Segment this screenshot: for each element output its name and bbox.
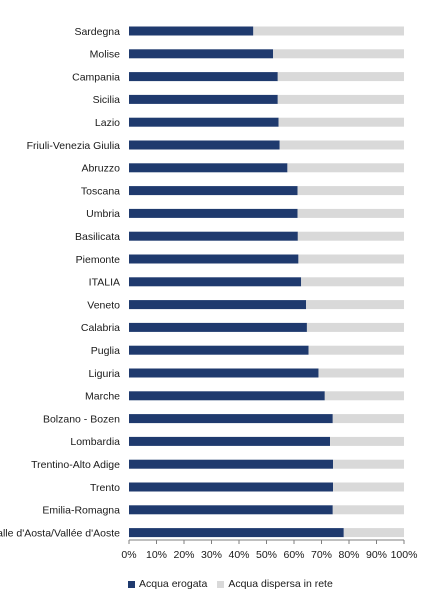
bar-erogata-9 (129, 231, 298, 241)
category-label: Friuli-Venezia Giulia (27, 140, 121, 152)
category-label: Calabria (81, 322, 120, 334)
bar-erogata-8 (129, 208, 298, 218)
category-label: Bolzano - Bozen (43, 413, 120, 425)
category-label: Lombardia (70, 436, 120, 448)
x-tick-label: 90% (366, 549, 387, 561)
x-tick-label: 30% (201, 549, 222, 561)
bar-dispersa-17 (332, 414, 404, 424)
bar-erogata-10 (129, 254, 299, 264)
bar-dispersa-4 (278, 117, 404, 127)
x-tick-label: 10% (146, 549, 167, 561)
bar-erogata-16 (129, 391, 325, 401)
legend: Acqua erogata Acqua dispersa in rete (128, 578, 343, 590)
bar-erogata-15 (129, 368, 319, 378)
bar-erogata-11 (129, 277, 302, 287)
category-label: Liguria (88, 368, 120, 380)
bar-erogata-1 (129, 49, 274, 59)
bar-dispersa-12 (306, 300, 404, 310)
bar-erogata-3 (129, 94, 278, 104)
bar-erogata-5 (129, 140, 280, 150)
x-tick-label: 70% (311, 549, 332, 561)
x-tick-label: 20% (173, 549, 194, 561)
bar-dispersa-22 (343, 528, 404, 538)
bar-dispersa-19 (333, 459, 404, 469)
category-label: Lazio (95, 117, 120, 129)
legend-label-dispersa: Acqua dispersa in rete (228, 578, 333, 590)
bars-group (129, 26, 405, 538)
category-label: Molise (90, 49, 121, 61)
category-label: Toscana (81, 185, 120, 197)
bar-dispersa-14 (308, 345, 404, 355)
x-axis-ticks: 0% 10% 20% 30% 40% 50% 60% 70% 80% 90% 100% (121, 540, 417, 561)
legend-label-erogata: Acqua erogata (139, 578, 208, 590)
bar-dispersa-20 (333, 482, 404, 492)
bar-erogata-17 (129, 414, 333, 424)
category-label: Emilia-Romagna (42, 505, 120, 517)
legend-item-erogata: Acqua erogata (128, 578, 207, 590)
category-label: Puglia (91, 345, 120, 357)
bar-erogata-20 (129, 482, 334, 492)
category-label: Umbria (86, 208, 120, 220)
bar-dispersa-18 (330, 436, 404, 446)
bar-dispersa-6 (287, 163, 404, 173)
category-label: Valle d'Aosta/Vallée d'Aoste (0, 527, 120, 539)
category-label: ITALIA (89, 277, 120, 289)
legend-swatch-erogata (128, 580, 135, 588)
category-label: Sardegna (74, 26, 120, 38)
bar-erogata-21 (129, 505, 333, 515)
bar-erogata-7 (129, 186, 298, 196)
x-tick-label: 100% (391, 549, 418, 561)
bar-dispersa-3 (277, 94, 404, 104)
category-label: Trento (90, 482, 120, 494)
legend-swatch-dispersa (217, 580, 225, 588)
bar-erogata-18 (129, 436, 331, 446)
x-tick-label: 50% (256, 549, 277, 561)
bar-dispersa-13 (306, 322, 404, 332)
category-label: Trentino-Alto Adige (31, 459, 120, 471)
bar-erogata-14 (129, 345, 309, 355)
bar-dispersa-0 (253, 26, 404, 36)
bar-erogata-12 (129, 300, 307, 310)
category-label: Veneto (87, 299, 120, 311)
bar-erogata-2 (129, 72, 278, 82)
bar-erogata-0 (129, 26, 254, 36)
bar-dispersa-1 (273, 49, 404, 59)
category-labels: Sardegna Molise Campania Sicilia Lazio Friuli… (0, 26, 120, 540)
category-label: Marche (85, 391, 120, 403)
category-label: Abruzzo (81, 163, 120, 175)
bar-erogata-19 (129, 459, 334, 469)
category-label: Sicilia (93, 94, 121, 106)
bar-dispersa-9 (297, 231, 404, 241)
bar-dispersa-16 (324, 391, 404, 401)
bar-dispersa-15 (318, 368, 405, 378)
x-tick-label: 40% (228, 549, 249, 561)
legend-item-dispersa: Acqua dispersa in rete (217, 578, 333, 590)
x-tick-label: 80% (338, 549, 359, 561)
bar-dispersa-10 (298, 254, 404, 264)
bar-erogata-4 (129, 117, 279, 127)
bar-erogata-22 (129, 528, 344, 538)
category-label: Piemonte (76, 254, 121, 266)
x-tick-label: 0% (121, 549, 136, 561)
bar-dispersa-8 (297, 208, 404, 218)
bar-erogata-13 (129, 322, 307, 332)
bar-dispersa-11 (301, 277, 404, 287)
category-label: Campania (72, 71, 120, 83)
category-label: Basilicata (75, 231, 120, 243)
x-tick-label: 60% (283, 549, 304, 561)
bar-dispersa-7 (297, 186, 404, 196)
bar-erogata-6 (129, 163, 288, 173)
bar-dispersa-21 (332, 505, 404, 515)
bar-dispersa-2 (277, 72, 404, 82)
bar-dispersa-5 (279, 140, 404, 150)
